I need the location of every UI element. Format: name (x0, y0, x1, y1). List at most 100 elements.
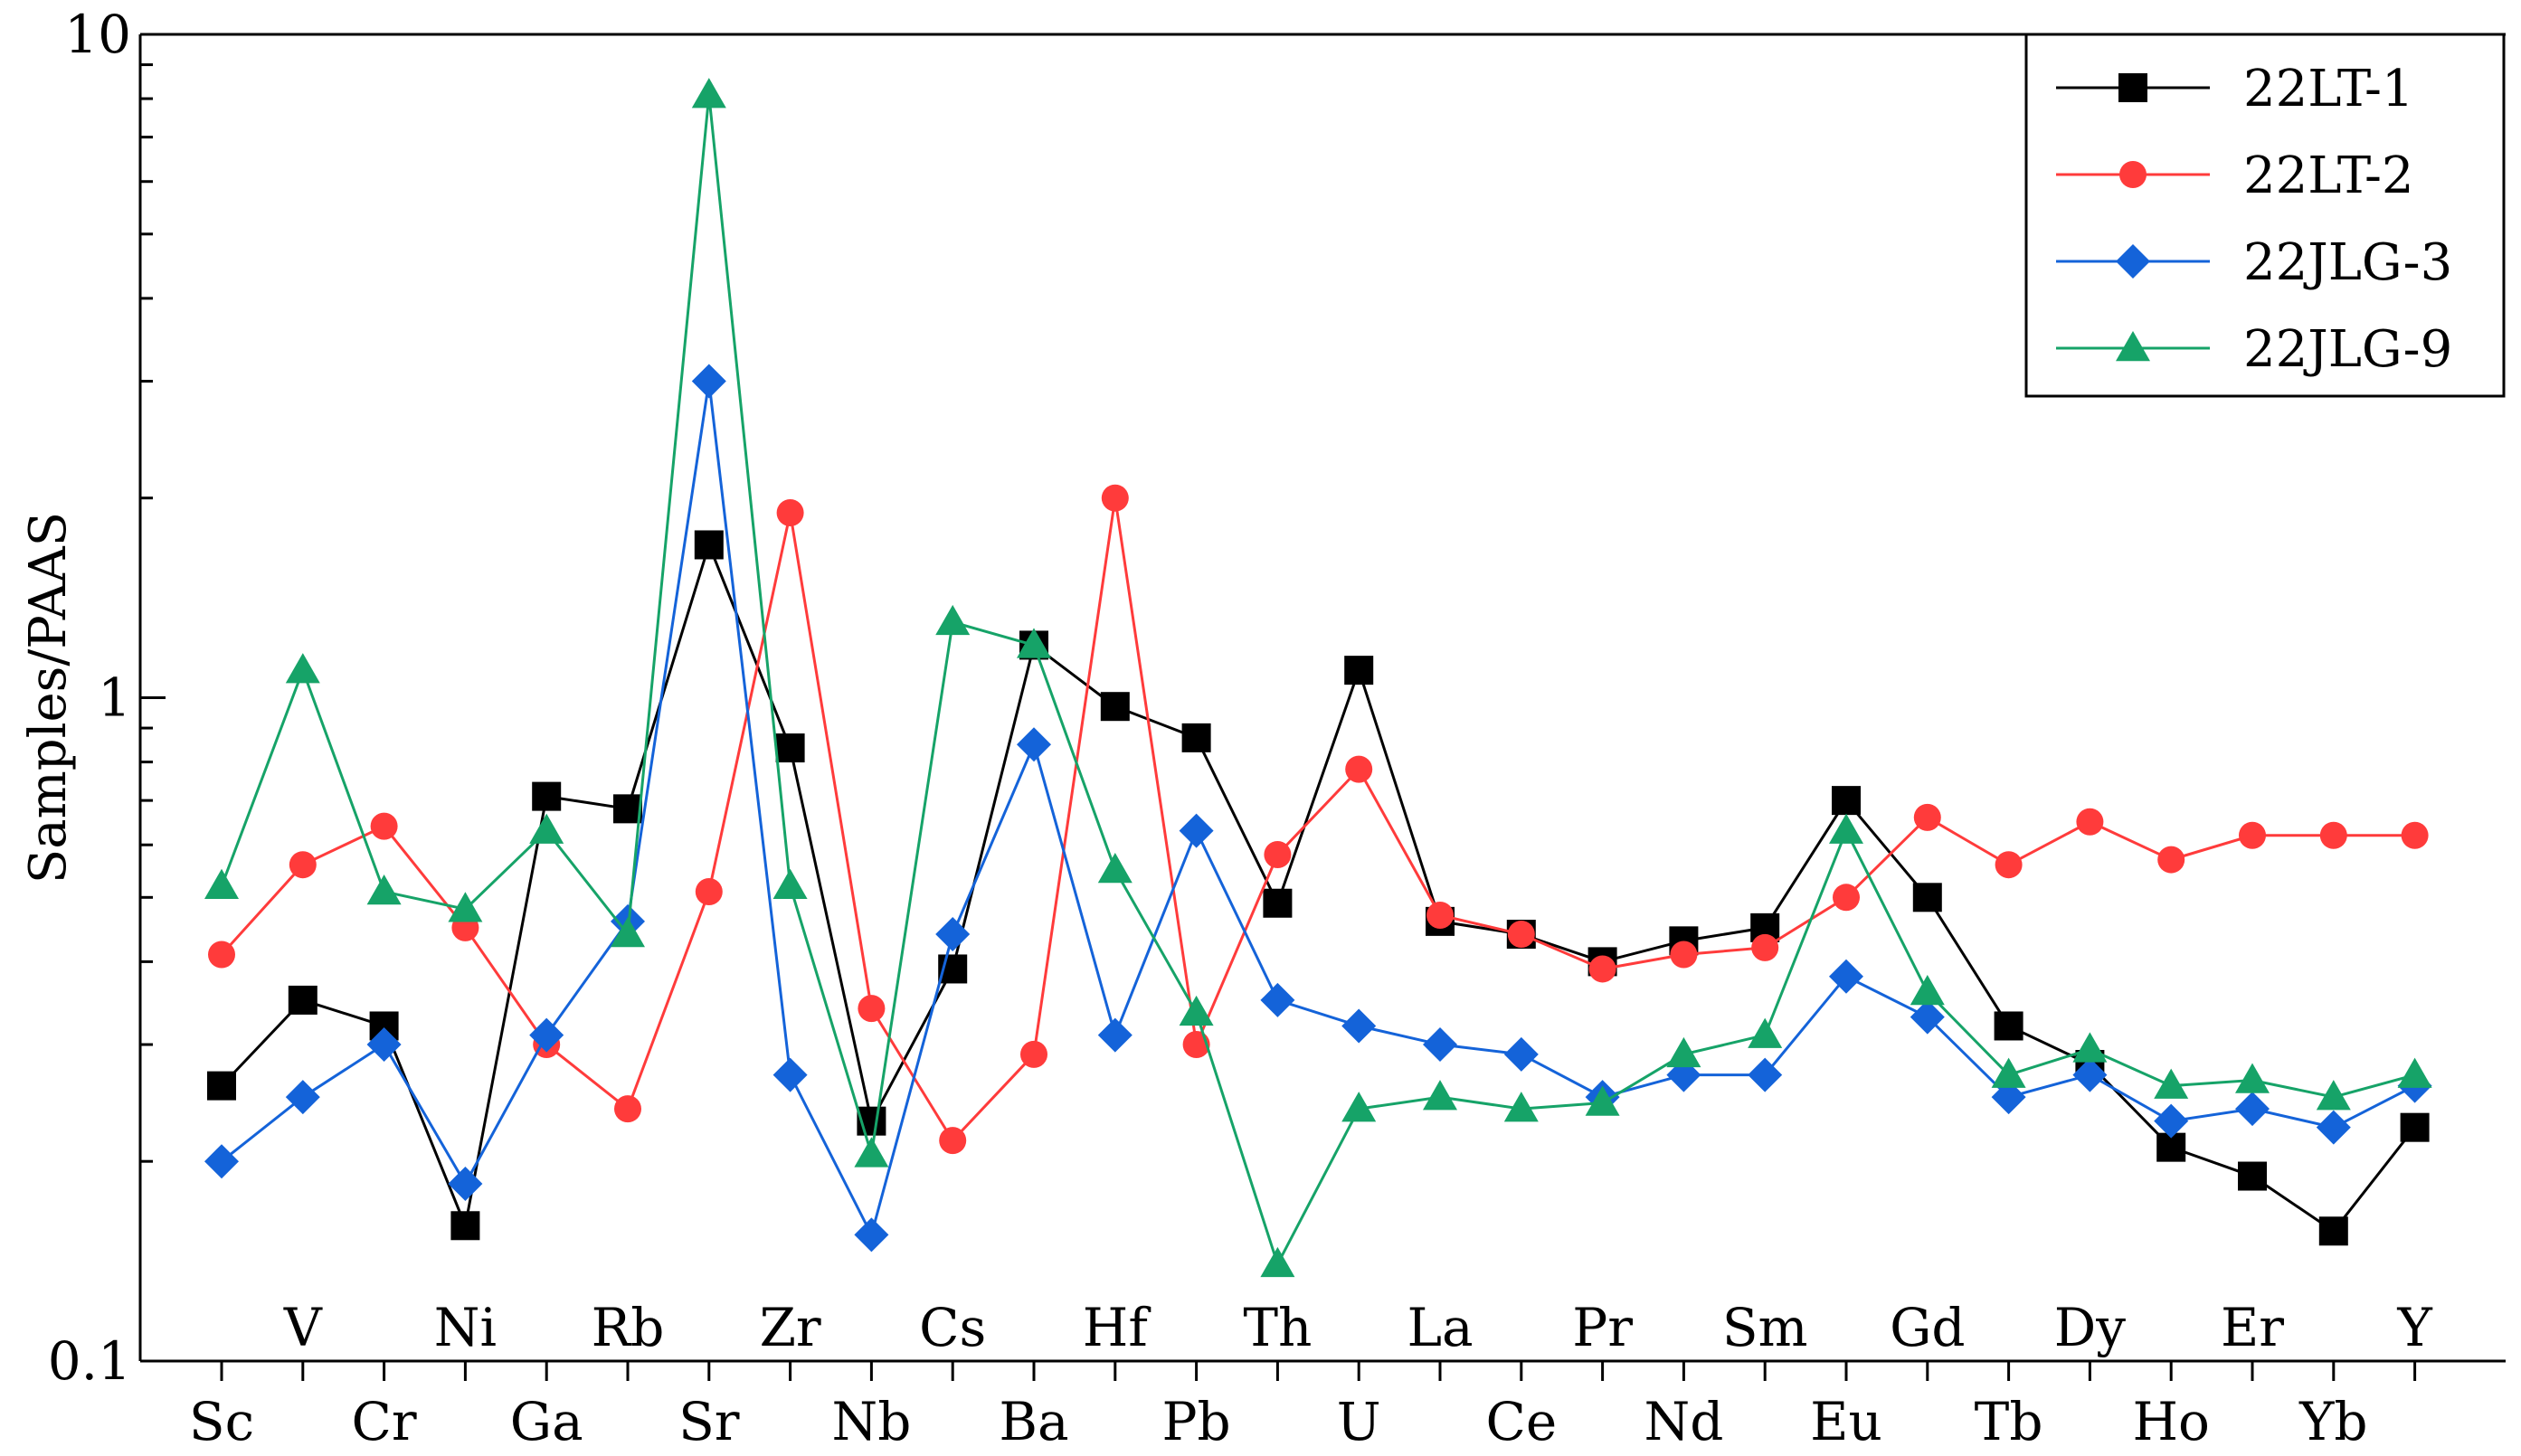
data-point-22lt-1-pb (1181, 723, 1211, 752)
data-point-22lt-1-sr (694, 530, 724, 560)
data-point-22jlg-3-tb (1991, 1080, 2026, 1115)
data-point-22jlg-9-sc (204, 868, 239, 900)
x-tick-label-sr: Sr (678, 1391, 740, 1452)
x-tick-label-yb: Yb (2298, 1391, 2367, 1452)
data-point-22lt-2-ce (1507, 921, 1535, 949)
data-point-22lt-1-v (288, 985, 317, 1015)
data-point-22lt-2-tb (1995, 851, 2023, 879)
data-point-22lt-1-th (1263, 888, 1293, 918)
data-point-22jlg-3-la (1423, 1027, 1457, 1063)
legend-label-22lt-2: 22LT-2 (2243, 147, 2414, 205)
data-point-22jlg-3-er (2235, 1092, 2270, 1127)
data-point-22jlg-3-cr (366, 1027, 402, 1063)
x-tick-label-gd: Gd (1890, 1297, 1965, 1358)
data-point-22jlg-3-v (285, 1080, 320, 1115)
data-point-22jlg-9-ce (1503, 1092, 1539, 1122)
data-point-22lt-2-th (1264, 841, 1292, 869)
data-point-22lt-2-v (289, 851, 317, 879)
data-point-22jlg-3-zr (772, 1057, 808, 1092)
data-point-22lt-2-er (2239, 821, 2266, 849)
legend-marker-22lt-2 (2119, 161, 2147, 188)
x-tick-label-cr: Cr (352, 1391, 417, 1452)
x-tick-label-ni: Ni (434, 1297, 497, 1358)
x-tick-label-er: Er (2221, 1297, 2284, 1358)
x-tick-label-cs: Cs (919, 1297, 986, 1358)
data-point-22jlg-3-th (1260, 982, 1295, 1017)
axes: 0.1110Samples/PAASScVCrNiGaRbSrZrNbCsBaH… (19, 4, 2506, 1452)
data-point-22lt-1-tb (1994, 1011, 2023, 1041)
x-tick-label-pb: Pb (1162, 1391, 1231, 1452)
data-point-22jlg-9-ni (448, 892, 483, 922)
data-point-22lt-2-nb (858, 995, 886, 1023)
series-layer (204, 78, 2432, 1278)
series-line-22lt-2 (220, 497, 2415, 1143)
x-tick-label-eu: Eu (1810, 1391, 1882, 1452)
data-point-22jlg-3-sc (204, 1144, 239, 1179)
x-tick-label-la: La (1407, 1297, 1473, 1358)
series-line-22jlg-3 (221, 381, 2416, 1239)
x-tick-label-ho: Ho (2132, 1391, 2210, 1452)
data-point-22jlg-9-ho (2154, 1068, 2189, 1099)
data-point-22jlg-3-eu (1829, 959, 1863, 994)
data-point-22lt-2-pr (1588, 955, 1616, 983)
data-point-22lt-2-u (1345, 755, 1373, 783)
legend-marker-22lt-1 (2118, 73, 2147, 102)
data-point-22lt-2-sr (695, 877, 723, 905)
data-point-22jlg-3-sr (691, 364, 726, 399)
data-point-22lt-1-ga (532, 781, 562, 811)
x-tick-label-dy: Dy (2054, 1297, 2127, 1358)
data-point-22jlg-9-cs (935, 604, 971, 636)
x-tick-label-rb: Rb (592, 1297, 665, 1358)
x-tick-label-th: Th (1243, 1297, 1312, 1358)
x-tick-label-sm: Sm (1722, 1297, 1808, 1358)
y-axis-label: Samples/PAAS (19, 512, 78, 884)
legend-marker-22jlg-9 (2116, 331, 2150, 362)
data-point-22jlg-3-ni (448, 1167, 483, 1202)
data-point-22lt-2-ba (1020, 1040, 1047, 1068)
series-22lt-1 (207, 530, 2430, 1246)
data-point-22lt-1-zr (775, 733, 805, 763)
data-point-22jlg-3-dy (2072, 1057, 2108, 1092)
data-point-22jlg-9-v (285, 653, 320, 684)
data-point-22lt-1-hf (1100, 692, 1130, 722)
data-point-22lt-2-gd (1913, 803, 1941, 831)
series-line-22lt-1 (220, 540, 2416, 1234)
data-point-22lt-2-dy (2076, 808, 2104, 836)
data-point-22lt-2-la (1426, 902, 1454, 930)
data-point-22lt-2-cs (939, 1127, 967, 1155)
series-22jlg-9 (204, 78, 2432, 1278)
x-tick-label-nd: Nd (1644, 1391, 1723, 1452)
data-point-22jlg-9-pb (1179, 995, 1214, 1026)
data-point-22lt-2-hf (1101, 484, 1129, 512)
legend-label-22jlg-3: 22JLG-3 (2243, 233, 2452, 292)
series-line-22jlg-9 (220, 94, 2415, 1268)
data-point-22lt-2-sm (1751, 933, 1779, 961)
y-tick-label: 0.1 (48, 1330, 131, 1392)
x-tick-label-u: U (1337, 1391, 1381, 1452)
data-point-22jlg-9-ba (1017, 628, 1051, 658)
data-point-22jlg-9-nd (1666, 1036, 1701, 1068)
data-point-22jlg-9-nb (854, 1137, 889, 1168)
data-point-22lt-2-sc (208, 941, 235, 969)
data-point-22lt-1-sc (207, 1071, 236, 1101)
data-point-22jlg-3-yb (2316, 1110, 2351, 1145)
x-tick-label-pr: Pr (1572, 1297, 1633, 1358)
x-tick-label-ga: Ga (510, 1391, 583, 1452)
data-point-22jlg-3-gd (1910, 999, 1945, 1035)
series-22jlg-3 (204, 364, 2432, 1253)
x-tick-label-ba: Ba (999, 1391, 1068, 1452)
x-tick-label-zr: Zr (760, 1297, 821, 1358)
data-point-22jlg-9-gd (1910, 974, 1945, 1006)
data-point-22lt-2-y (2401, 821, 2429, 849)
data-point-22jlg-9-u (1341, 1092, 1377, 1122)
data-point-22jlg-9-rb (611, 917, 645, 948)
data-point-22lt-1-rb (613, 794, 642, 824)
x-tick-label-ce: Ce (1485, 1391, 1557, 1452)
data-point-22jlg-3-u (1341, 1008, 1377, 1044)
y-tick-label: 10 (64, 4, 131, 65)
x-tick-label-tb: Tb (1975, 1391, 2043, 1452)
data-point-22lt-1-er (2238, 1161, 2267, 1191)
data-point-22jlg-9-y (2397, 1057, 2432, 1088)
data-point-22jlg-9-dy (2072, 1032, 2108, 1063)
data-point-22jlg-9-ga (529, 813, 564, 844)
